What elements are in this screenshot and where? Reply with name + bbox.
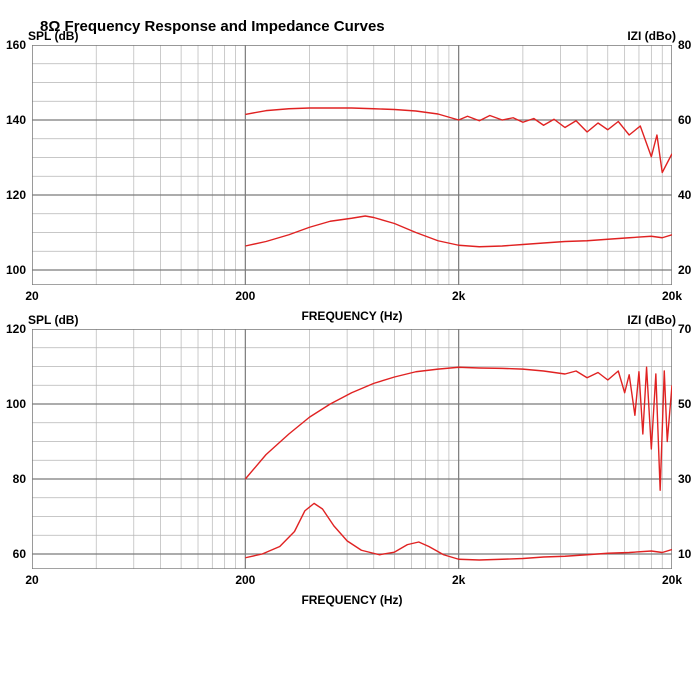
y-right-tick: 30: [678, 472, 700, 486]
y-left-tick: 100: [0, 263, 26, 277]
y-left-tick: 140: [0, 113, 26, 127]
y-left-tick: 120: [0, 188, 26, 202]
y-left-tick: 160: [0, 38, 26, 52]
page-title: 8Ω Frequency Response and Impedance Curv…: [40, 18, 686, 35]
chart-top: SPL (dB) IZI (dBo) 100120140160204060802…: [32, 45, 672, 285]
y-right-tick: 50: [678, 397, 700, 411]
y-left-tick: 80: [0, 472, 26, 486]
x-tick: 2k: [439, 289, 479, 303]
x-tick: 2k: [439, 573, 479, 587]
chart2-x-label: FREQUENCY (Hz): [301, 593, 402, 607]
chart2-y-right-label: IZI (dBo): [627, 313, 676, 327]
y-right-tick: 80: [678, 38, 700, 52]
page: { "title": "8Ω Frequency Response and Im…: [0, 0, 700, 700]
chart1-x-label: FREQUENCY (Hz): [301, 309, 402, 323]
x-tick: 200: [225, 289, 265, 303]
y-right-tick: 70: [678, 322, 700, 336]
x-tick: 20k: [652, 573, 692, 587]
y-right-tick: 40: [678, 188, 700, 202]
x-tick: 20k: [652, 289, 692, 303]
chart2-y-left-label: SPL (dB): [28, 313, 78, 327]
x-tick: 20: [12, 289, 52, 303]
chart2-plot-area: 608010012010305070202002k20k: [32, 329, 672, 569]
x-tick: 20: [12, 573, 52, 587]
chart1-y-right-label: IZI (dBo): [627, 29, 676, 43]
x-tick: 200: [225, 573, 265, 587]
y-left-tick: 120: [0, 322, 26, 336]
y-left-tick: 60: [0, 547, 26, 561]
y-left-tick: 100: [0, 397, 26, 411]
chart-bottom: SPL (dB) IZI (dBo) 608010012010305070202…: [32, 329, 672, 569]
chart1-y-left-label: SPL (dB): [28, 29, 78, 43]
y-right-tick: 20: [678, 263, 700, 277]
y-right-tick: 10: [678, 547, 700, 561]
chart1-plot-area: 10012014016020406080202002k20k: [32, 45, 672, 285]
y-right-tick: 60: [678, 113, 700, 127]
